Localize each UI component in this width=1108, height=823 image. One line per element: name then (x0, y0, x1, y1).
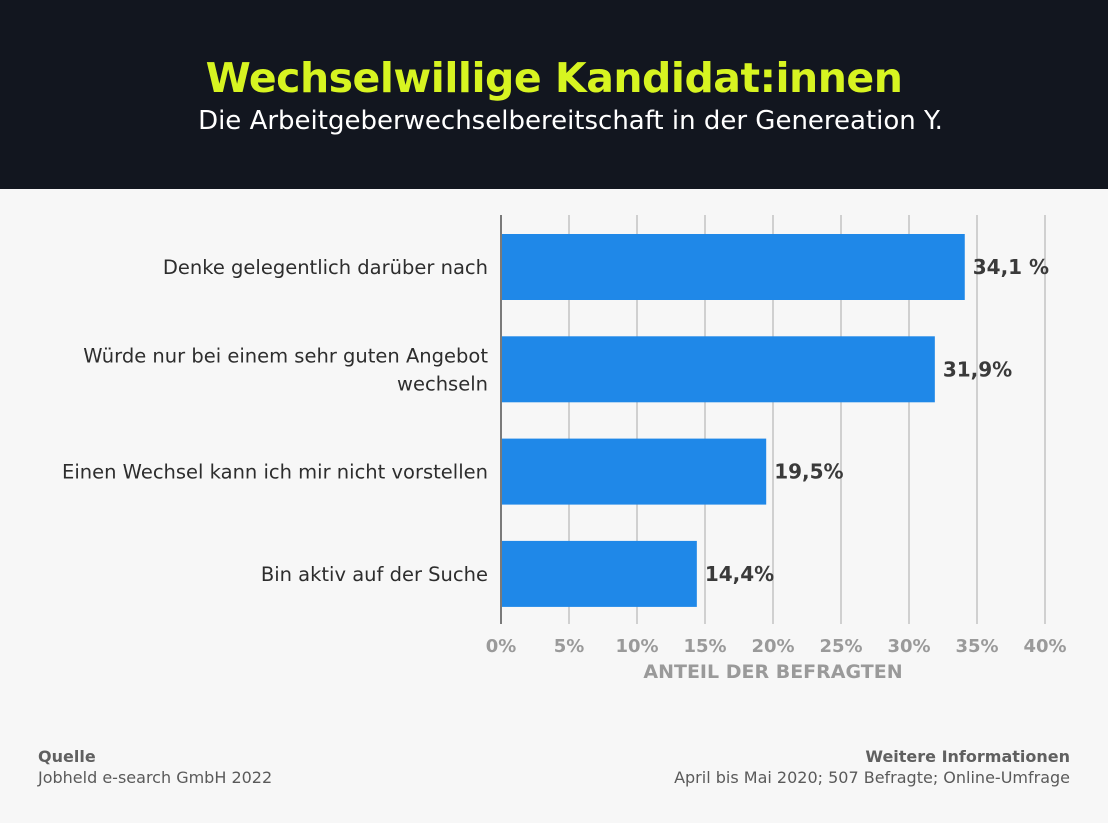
tick-label: 0% (486, 636, 517, 657)
source-block: Quelle Jobheld e-search GmbH 2022 (38, 746, 272, 788)
bar (501, 540, 697, 607)
tick-label: 20% (751, 636, 794, 657)
tick-label: 5% (554, 636, 585, 657)
value-label: 34,1 % (973, 255, 1049, 279)
tick-label: 30% (887, 636, 930, 657)
chart-subtitle: Die Arbeitgeberwechselbereitschaft in de… (198, 106, 943, 136)
bar (501, 438, 767, 505)
chart-title: Wechselwillige Kandidat:innen (205, 54, 903, 102)
category-label: wechseln (397, 372, 488, 395)
tick-label: 25% (819, 636, 862, 657)
tick-label: 35% (955, 636, 998, 657)
source-heading: Quelle (38, 747, 96, 766)
source-text: Jobheld e-search GmbH 2022 (38, 768, 273, 787)
x-axis-title: ANTEIL DER BEFRAGTEN (643, 661, 902, 683)
value-label: 19,5% (774, 460, 843, 484)
info-block: Weitere Informationen April bis Mai 2020… (674, 746, 1070, 788)
header-banner: Wechselwillige Kandidat:innen Die Arbeit… (0, 0, 1108, 189)
bar (501, 234, 965, 300)
tick-label: 10% (615, 636, 658, 657)
category-label: Bin aktiv auf der Suche (261, 563, 488, 586)
value-label: 14,4% (705, 562, 774, 586)
tick-label: 15% (683, 636, 726, 657)
category-label: Einen Wechsel kann ich mir nicht vorstel… (62, 461, 488, 484)
tick-label: 40% (1023, 636, 1066, 657)
category-label: Würde nur bei einem sehr guten Angebot (83, 344, 488, 367)
bar-chart: 34,1 % Denke gelegentlich darüber nach 31,… (62, 215, 1067, 683)
bar (501, 336, 935, 403)
value-label: 31,9% (943, 357, 1012, 381)
category-label: Denke gelegentlich darüber nach (163, 256, 488, 279)
info-heading: Weitere Informationen (865, 747, 1070, 766)
info-text: April bis Mai 2020; 507 Befragte; Online… (674, 768, 1070, 787)
